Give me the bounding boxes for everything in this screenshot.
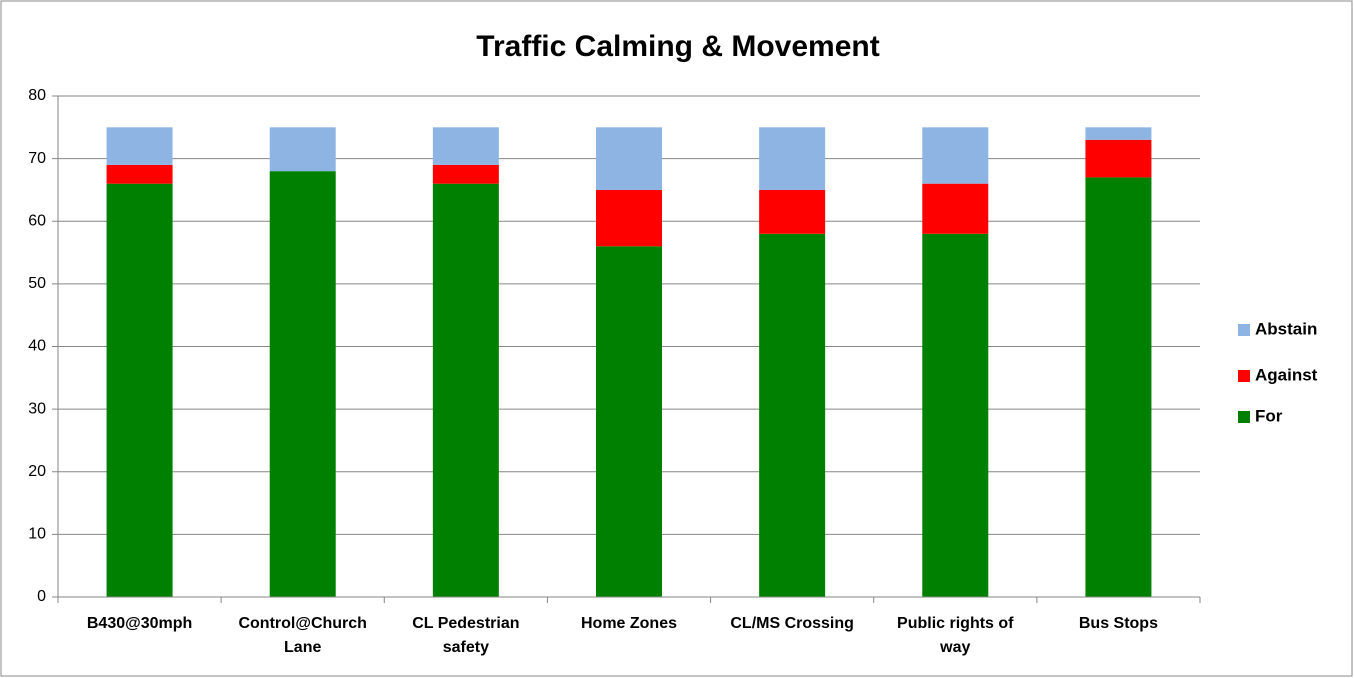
- x-tick-label: Public rights of way: [897, 615, 1014, 656]
- bar-segment: [1085, 177, 1152, 597]
- bar-segment: [269, 171, 336, 597]
- y-tick-label: 40: [28, 338, 46, 355]
- y-tick-label: 60: [28, 212, 46, 229]
- bar-segment: [922, 183, 989, 234]
- bar-segment: [269, 127, 336, 172]
- y-tick-label: 10: [28, 526, 46, 543]
- bar-segment: [759, 189, 826, 234]
- x-tick-label: Home Zones: [581, 615, 677, 632]
- legend-label: Abstain: [1255, 319, 1317, 338]
- bar-segment: [106, 183, 173, 598]
- legend-label: For: [1255, 406, 1283, 425]
- y-tick-label: 20: [28, 463, 46, 480]
- x-tick-label: CL/MS Crossing: [730, 615, 854, 632]
- y-tick-label: 80: [28, 87, 46, 104]
- bar-segment: [432, 164, 499, 184]
- y-tick-label: 50: [28, 275, 46, 292]
- legend-swatch: [1238, 411, 1250, 423]
- bar-segment: [922, 127, 989, 184]
- bar-segment: [106, 127, 173, 165]
- chart-title: Traffic Calming & Movement: [476, 30, 879, 63]
- x-tick-label: B430@30mph: [87, 615, 192, 632]
- y-tick-label: 30: [28, 400, 46, 417]
- x-tick-label: Bus Stops: [1079, 615, 1158, 632]
- legend-swatch: [1238, 324, 1250, 336]
- bar-segment: [759, 127, 826, 190]
- bar-segment: [759, 233, 826, 597]
- bar-segment: [596, 127, 662, 190]
- bar-segment: [432, 183, 499, 598]
- x-tick-label: CL Pedestrian safety: [412, 615, 519, 656]
- y-tick-label: 0: [37, 588, 46, 605]
- bar-segment: [596, 189, 662, 247]
- bar-segment: [596, 246, 662, 598]
- y-tick-label: 70: [28, 150, 46, 167]
- x-tick-label: Control@Church Lane: [238, 615, 366, 656]
- bar-segment: [432, 127, 499, 165]
- legend-label: Against: [1255, 365, 1318, 384]
- bar-segment: [1085, 127, 1152, 140]
- bar-segment: [1085, 139, 1152, 178]
- bar-segment: [106, 164, 173, 184]
- legend-swatch: [1238, 370, 1250, 382]
- bar-segment: [922, 233, 989, 597]
